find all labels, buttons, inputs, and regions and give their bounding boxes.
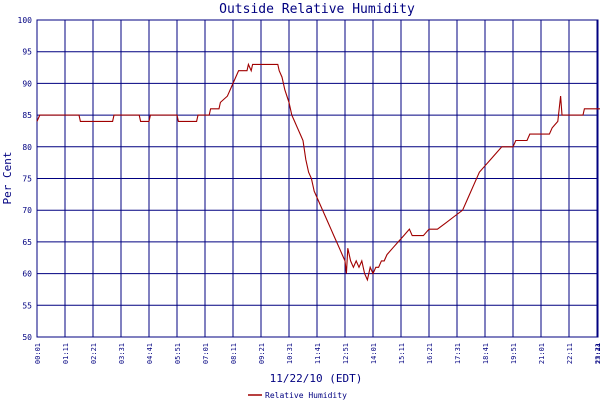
x-tick-label: 21:01 [538, 343, 546, 364]
x-axis-ticks: 00:01 01:11 02:21 03:31 04:41 05:51 07:01 08:11… [34, 343, 600, 364]
legend: Relative Humidity [248, 391, 347, 400]
y-tick-label: 60 [22, 270, 32, 279]
y-tick-label: 55 [22, 301, 32, 310]
y-tick-label: 100 [18, 16, 33, 25]
y-tick-label: 80 [22, 143, 32, 152]
x-tick-label: 15:11 [398, 343, 406, 364]
x-tick-label: 19:51 [510, 343, 518, 364]
y-tick-label: 70 [22, 206, 32, 215]
x-tick-label: 04:41 [146, 343, 154, 364]
x-tick-label: 16:21 [426, 343, 434, 364]
chart-title: Outside Relative Humidity [219, 2, 415, 17]
y-tick-label: 95 [22, 48, 32, 57]
x-tick-label: 08:11 [230, 343, 238, 364]
x-tick-label: 17:31 [454, 343, 462, 364]
x-axis-title: 11/22/10 (EDT) [270, 372, 363, 385]
x-tick-label: 05:51 [174, 343, 182, 364]
y-tick-label: 65 [22, 238, 32, 247]
x-tick-label: 18:41 [482, 343, 490, 364]
y-axis-title: Per Cent [1, 152, 14, 205]
series-line-relative-humidity [36, 62, 600, 282]
y-tick-label: 50 [22, 333, 32, 342]
x-tick-label: 07:01 [202, 343, 210, 364]
x-tick-label: 23:44 [595, 343, 600, 364]
x-tick-label: 14:01 [370, 343, 378, 364]
y-axis-ticks: 50 55 60 65 70 75 80 85 90 95 100 [18, 16, 33, 342]
legend-label: Relative Humidity [265, 391, 347, 400]
x-tick-label: 12:51 [342, 343, 350, 364]
x-tick-label: 23:21 [594, 343, 600, 364]
x-tick-label: 10:31 [286, 343, 294, 364]
plot-border [36, 19, 599, 338]
y-tick-label: 85 [22, 111, 32, 120]
x-tick-label: 03:31 [118, 343, 126, 364]
y-tick-label: 90 [22, 79, 32, 88]
x-tick-label: 00:01 [34, 343, 42, 364]
x-tick-label: 02:21 [90, 343, 98, 364]
x-tick-label: 11:41 [314, 343, 322, 364]
series-layer [36, 62, 600, 282]
x-tick-label: 09:21 [258, 343, 266, 364]
grid [36, 19, 599, 338]
y-tick-label: 75 [22, 175, 32, 184]
x-tick-label: 01:11 [62, 343, 70, 364]
x-tick-label: 22:11 [566, 343, 574, 364]
